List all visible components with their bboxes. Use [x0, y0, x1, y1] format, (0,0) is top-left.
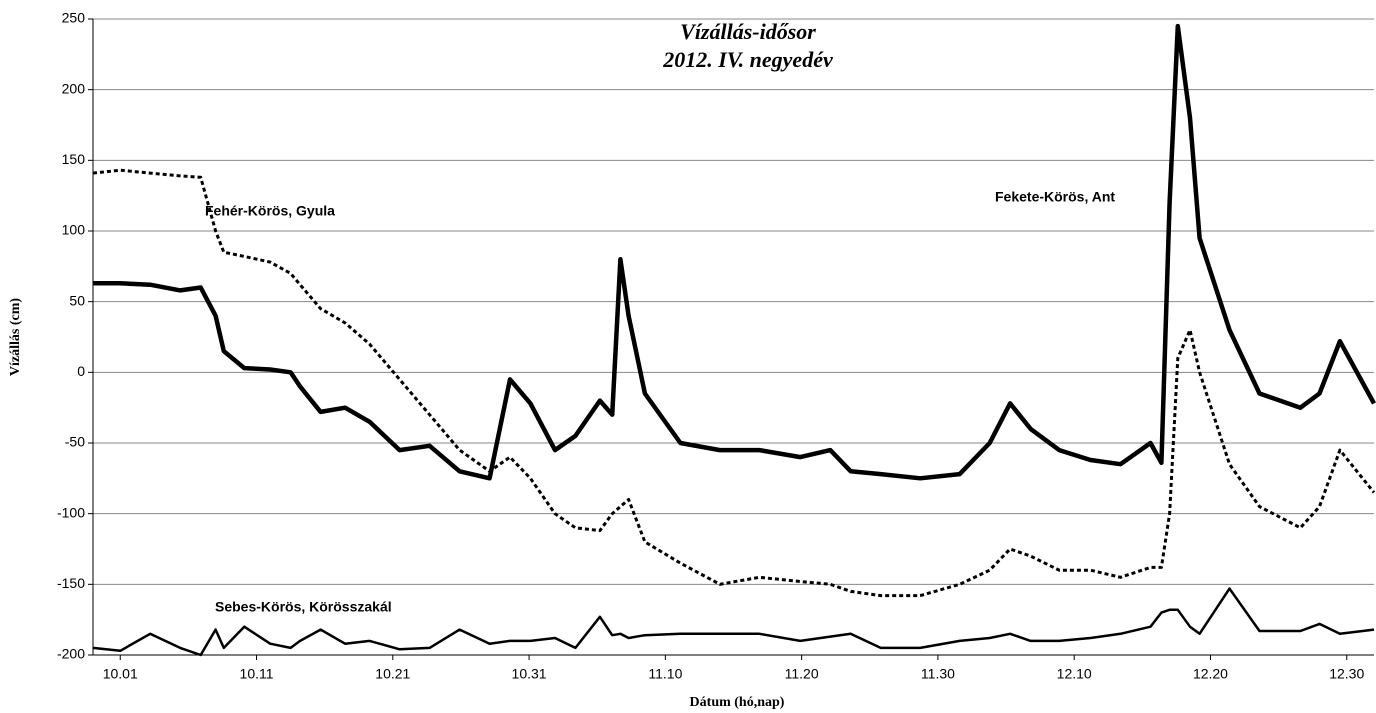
y-tick-label: -50: [65, 434, 85, 450]
y-tick-label: 100: [62, 222, 86, 238]
y-tick-label: 250: [62, 10, 86, 26]
x-tick-label: 10.31: [512, 666, 547, 682]
x-tick-label: 12.30: [1329, 666, 1364, 682]
y-tick-label: 0: [77, 363, 85, 379]
x-axis-label: Dátum (hó,nap): [690, 695, 785, 710]
x-tick-label: 12.10: [1057, 666, 1092, 682]
x-tick-label: 10.01: [103, 666, 138, 682]
y-tick-label: 150: [62, 151, 86, 167]
series-line: [93, 23, 1376, 481]
x-tick-label: 11.10: [648, 666, 682, 682]
y-tick-label: 200: [62, 80, 86, 96]
y-tick-label: -100: [57, 504, 85, 520]
series-label: Fehér-Körös, Gyula: [205, 203, 335, 219]
y-tick-label: 50: [69, 292, 85, 308]
x-tick-label: 12.20: [1193, 666, 1228, 682]
series-label: Sebes-Körös, Körösszakál: [215, 599, 392, 615]
x-tick-label: 10.11: [240, 666, 274, 682]
y-tick-label: -200: [57, 646, 85, 662]
chart-subtitle: 2012. IV. negyedév: [662, 47, 833, 72]
x-tick-label: 10.21: [375, 666, 410, 682]
y-axis-label: Vízállás (cm): [8, 298, 23, 376]
x-tick-label: 11.20: [785, 666, 819, 682]
series-line: [92, 587, 1375, 657]
series-line: [92, 168, 1376, 598]
x-tick-label: 11.30: [921, 666, 955, 682]
y-tick-label: -150: [57, 575, 85, 591]
series-label: Fekete-Körös, Ant: [995, 189, 1115, 205]
chart-title: Vízállás-idősor: [680, 19, 816, 44]
